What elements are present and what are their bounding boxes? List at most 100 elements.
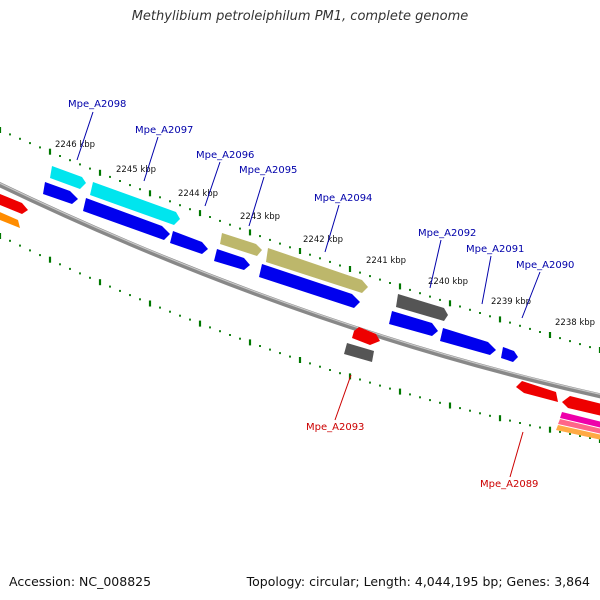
- genome-backbone-highlight: [0, 182, 600, 395]
- tick-label: 2243 kbp: [240, 212, 280, 222]
- gene-label-mpe-a2090: Mpe_A2090: [516, 260, 574, 271]
- edge-feature-orange: [0, 212, 20, 228]
- gene-feature-mpe-a2097: [90, 182, 180, 225]
- inner-ring-tick: [559, 430, 561, 433]
- inner-ring-tick: [39, 254, 41, 257]
- outer-ring-tick: [119, 180, 121, 182]
- leader-line-mpe-a2091: [481, 255, 492, 305]
- leader-line-mpe-a2095: [248, 176, 265, 227]
- inner-ring-tick: [509, 419, 511, 422]
- gene-feature-blue-3: [214, 249, 250, 270]
- leader-line-mpe-a2090: [521, 271, 541, 319]
- outer-ring-tick: [539, 331, 541, 333]
- outer-ring-tick: [279, 242, 281, 245]
- gene-feature-mpe-a2089: [562, 396, 600, 416]
- inner-ring-tick: [0, 233, 2, 239]
- inner-ring-tick: [298, 357, 302, 363]
- inner-ring-tick: [148, 300, 152, 307]
- outer-ring-tick: [209, 216, 211, 218]
- outer-ring-tick: [359, 271, 361, 274]
- outer-ring-tick: [229, 223, 231, 226]
- inner-ring-tick: [169, 310, 171, 313]
- edge-feature-gold: [556, 425, 600, 440]
- inner-ring-tick: [429, 399, 431, 402]
- gene-label-mpe-a2098: Mpe_A2098: [68, 99, 126, 110]
- inner-ring-tick: [9, 239, 11, 242]
- outer-ring-tick: [269, 238, 271, 241]
- inner-ring-tick: [329, 369, 331, 371]
- leader-line-mpe-a2094: [324, 204, 340, 253]
- outer-ring-tick: [98, 169, 102, 176]
- outer-ring-tick: [589, 346, 591, 349]
- inner-ring-tick: [219, 330, 221, 333]
- leader-line-mpe-a2093: [334, 374, 352, 421]
- gene-feature-mpe-a2093: [344, 343, 374, 362]
- gene-feature-red-2: [516, 381, 558, 402]
- inner-ring-tick: [269, 348, 271, 351]
- inner-ring-tick: [289, 355, 291, 358]
- gene-label-mpe-a2093: Mpe_A2093: [306, 422, 364, 433]
- outer-ring-tick: [498, 316, 502, 323]
- inner-ring-tick: [109, 285, 111, 288]
- outer-ring-tick: [59, 155, 61, 157]
- outer-ring-tick: [489, 315, 491, 318]
- outer-ring-tick: [369, 275, 371, 278]
- outer-ring-tick: [9, 133, 11, 136]
- outer-ring-tick: [509, 321, 511, 324]
- outer-ring-tick: [239, 227, 241, 230]
- topology-text: Topology: circular; Length: 4,044,195 bp…: [246, 574, 590, 589]
- inner-ring-tick: [309, 362, 311, 365]
- outer-ring-tick: [0, 127, 2, 133]
- tick-label: 2246 kbp: [55, 140, 95, 150]
- gene-feature-mpe-a2098: [50, 166, 86, 189]
- inner-ring-tick: [198, 320, 202, 327]
- gene-feature-blue-5: [389, 311, 438, 336]
- gene-feature-mpe-a2096: [83, 198, 170, 240]
- outer-ring-tick: [379, 278, 381, 281]
- inner-ring-tick: [59, 263, 61, 266]
- gene-label-mpe-a2094: Mpe_A2094: [314, 193, 372, 204]
- leader-line-mpe-a2098: [76, 111, 94, 161]
- inner-ring-tick: [489, 414, 491, 417]
- outer-ring-tick: [319, 257, 321, 260]
- tick-label: 2245 kbp: [116, 165, 156, 175]
- outer-ring-tick: [469, 308, 471, 311]
- outer-ring-tick: [529, 327, 531, 330]
- inner-ring-tick: [379, 384, 381, 387]
- outer-ring-tick: [389, 282, 391, 284]
- gene-label-mpe-a2091: Mpe_A2091: [466, 244, 524, 255]
- gene-feature-mpe-a2094: [266, 248, 368, 293]
- inner-ring-tick: [529, 424, 531, 427]
- outer-ring-tick: [429, 295, 431, 298]
- tick-label: 2238 kbp: [555, 318, 595, 328]
- inner-ring-tick: [98, 279, 102, 286]
- inner-ring-tick: [259, 345, 261, 347]
- outer-ring-tick: [409, 288, 411, 291]
- outer-ring-tick: [39, 146, 41, 149]
- outer-ring-tick: [398, 283, 402, 290]
- outer-ring-tick: [579, 343, 581, 346]
- inner-ring-tick: [398, 388, 402, 395]
- leader-line-mpe-a2089: [509, 431, 524, 478]
- gene-feature-blue-2: [170, 231, 208, 254]
- inner-ring-tick: [279, 352, 281, 355]
- gene-feature-mpe-a2090: [501, 347, 518, 362]
- gene-label-mpe-a2095: Mpe_A2095: [239, 165, 297, 176]
- inner-ring-tick: [369, 381, 371, 384]
- outer-ring-tick: [19, 137, 21, 140]
- outer-ring-tick: [339, 264, 341, 267]
- inner-ring-tick: [229, 334, 231, 336]
- outer-ring-tick: [519, 324, 521, 327]
- gene-feature-mpe-a2092: [396, 294, 448, 321]
- inner-ring-tick: [19, 244, 21, 247]
- inner-ring-tick: [419, 396, 421, 399]
- outer-ring-tick: [139, 188, 141, 191]
- gene-label-mpe-a2092: Mpe_A2092: [418, 228, 476, 239]
- inner-ring-tick: [339, 372, 341, 375]
- inner-ring-tick: [189, 318, 191, 321]
- outer-ring-tick: [79, 163, 81, 166]
- outer-ring-tick: [89, 167, 91, 170]
- gene-label-mpe-a2089: Mpe_A2089: [480, 479, 538, 490]
- inner-ring-tick: [539, 426, 541, 429]
